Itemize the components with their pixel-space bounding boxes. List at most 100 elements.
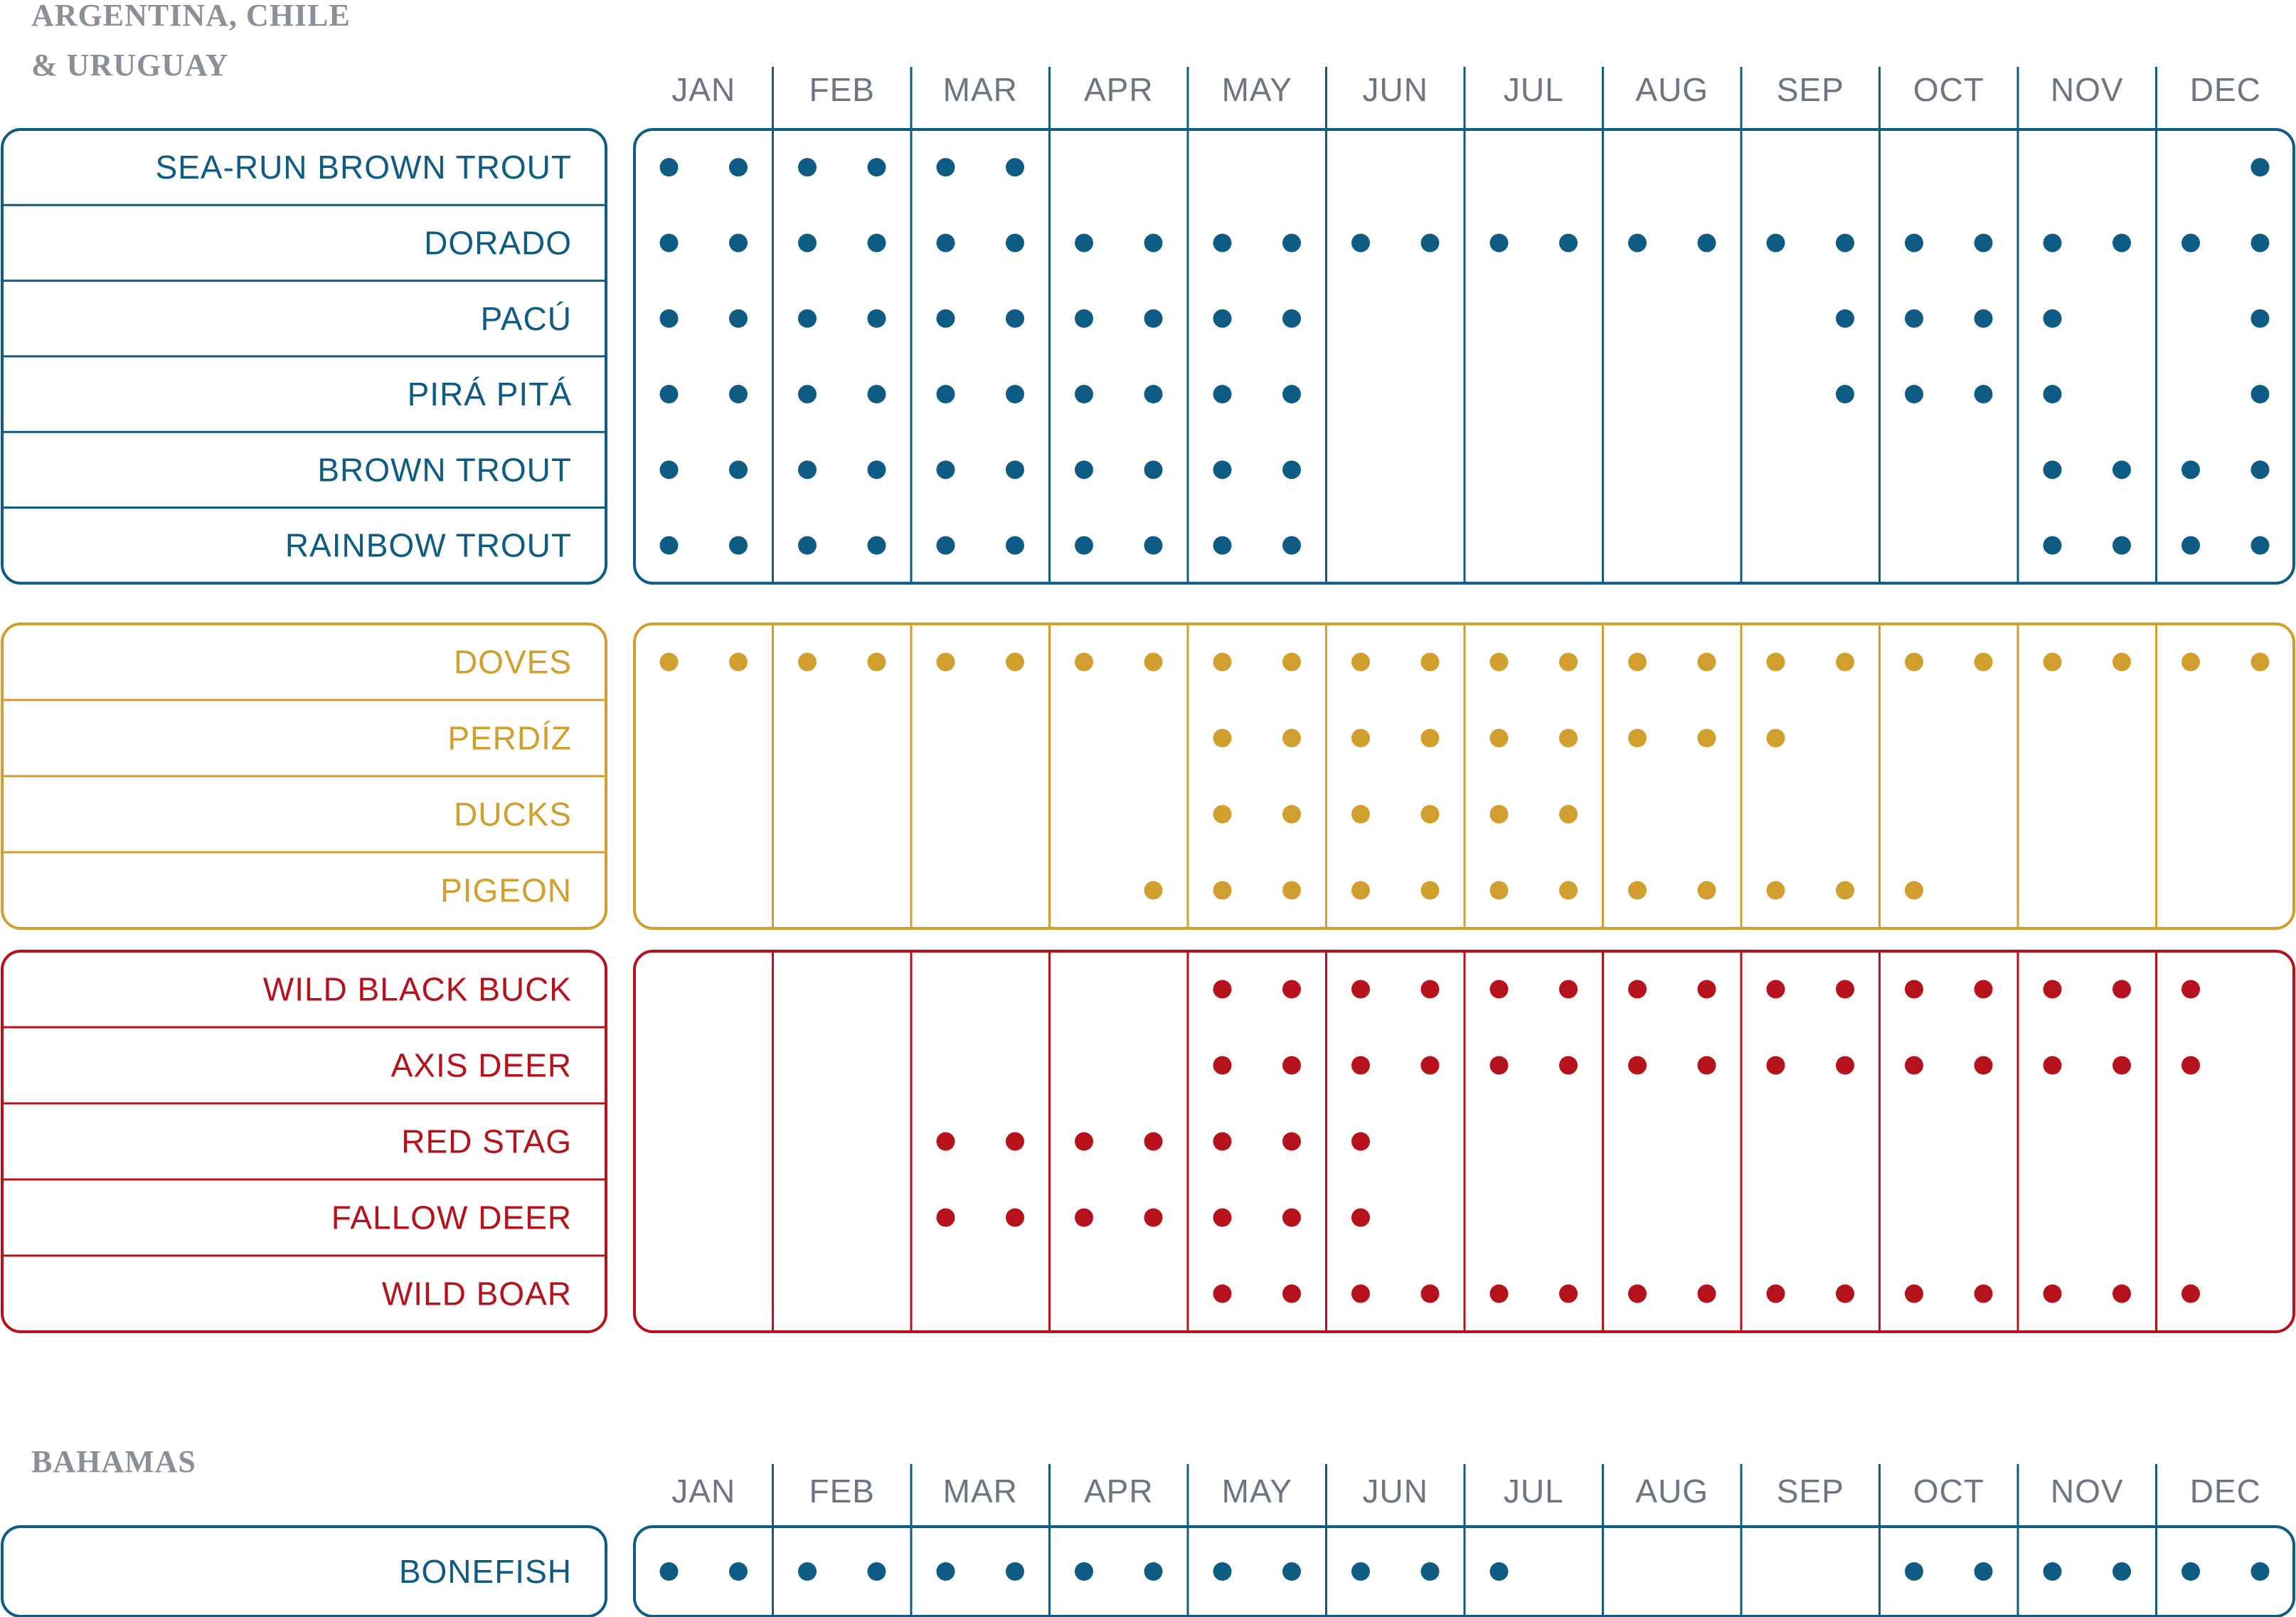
month-label: NOV (2051, 1473, 2124, 1510)
season-dot (1282, 385, 1301, 404)
season-dot (1075, 652, 1093, 672)
season-dot (1905, 1562, 1923, 1581)
month-label: AUG (1635, 71, 1708, 108)
species-label: PERDÍZ (447, 720, 572, 757)
season-dot (1006, 158, 1024, 177)
season-dot (867, 158, 886, 177)
season-dot (2250, 309, 2270, 328)
season-dot (659, 309, 679, 328)
month-label: JUN (1363, 71, 1428, 108)
season-dot (729, 536, 748, 555)
season-dot (1836, 881, 1854, 900)
label-panel (1, 1525, 607, 1617)
season-dot (2043, 536, 2062, 555)
species-group-gold: DOVES PERDÍZ DUCKS PIGEON (1, 622, 2295, 930)
season-dot (1282, 728, 1301, 748)
season-dot (1905, 652, 1923, 672)
season-dot (1144, 1132, 1163, 1151)
season-dot (2181, 1284, 2200, 1303)
season-dot (1697, 728, 1716, 748)
month-label: AUG (1635, 1473, 1708, 1510)
month-label: DEC (2190, 71, 2261, 108)
season-dot (1420, 652, 1440, 672)
season-dot (1213, 1562, 1232, 1581)
season-dot (936, 158, 955, 177)
season-dot (1697, 881, 1716, 900)
season-dot (1213, 460, 1232, 479)
species-row: PACÚ (2, 280, 2270, 337)
season-dot (1213, 536, 1232, 555)
season-dot (1766, 881, 1785, 900)
season-dot (1836, 1056, 1854, 1075)
month-label: OCT (1913, 1473, 1984, 1510)
season-dot (1905, 233, 1923, 253)
chart-section-1: ARGENTINA, CHILE & URUGUAY JAN FEB MAR APR MAY… (1, 0, 2295, 1333)
season-dot (1144, 1562, 1163, 1581)
season-dot (1006, 652, 1024, 672)
season-dot (2043, 1284, 2062, 1303)
season-dot (1351, 980, 1370, 999)
season-dot (2043, 1562, 2062, 1581)
species-group-red: WILD BLACK BUCK AXIS DEER RED STAG FALLOW D… (1, 950, 2295, 1333)
species-label: DOVES (454, 644, 572, 681)
season-dot (1006, 1208, 1024, 1227)
season-dot (1282, 1562, 1301, 1581)
species-label: RAINBOW TROUT (285, 527, 572, 564)
season-dot (1489, 805, 1509, 824)
season-dot (1351, 1132, 1370, 1151)
season-dot (936, 1562, 955, 1581)
season-dot (2250, 536, 2270, 555)
season-dot (1836, 980, 1854, 999)
season-dot (1628, 1056, 1647, 1075)
season-dot (2181, 1056, 2200, 1075)
season-dot (1213, 1208, 1232, 1227)
species-label: AXIS DEER (391, 1047, 572, 1084)
season-dot (1006, 1132, 1024, 1151)
season-dot (1420, 1056, 1440, 1075)
season-dot (2250, 385, 2270, 404)
season-dot (1351, 233, 1370, 253)
chart-section-2: BAHAMAS JAN FEB MAR APR MAY JUN JUL AUG SEP OCT NOV… (1, 1444, 2295, 1617)
species-group-blue: BONEFISH (1, 1525, 2295, 1617)
season-dot (729, 158, 748, 177)
season-dot (2043, 309, 2062, 328)
season-dot (1974, 385, 1993, 404)
region-title-line: & URUGUAY (31, 48, 229, 83)
month-label: APR (1084, 71, 1154, 108)
season-dot (1282, 309, 1301, 328)
species-row: AXIS DEER (2, 1026, 2200, 1084)
season-dot (1489, 652, 1509, 672)
species-row: PERDÍZ (2, 699, 1785, 757)
season-dot (1351, 652, 1370, 672)
season-dot (1836, 233, 1854, 253)
season-dot (1836, 652, 1854, 672)
season-dot (798, 309, 817, 328)
species-label: PACÚ (481, 300, 572, 337)
season-dot (729, 233, 748, 253)
species-row: WILD BLACK BUCK (263, 971, 2200, 1008)
month-label: SEP (1777, 1473, 1844, 1510)
season-dot (1905, 385, 1923, 404)
month-label: FEB (809, 1473, 875, 1510)
season-dot (1489, 980, 1509, 999)
species-row: DOVES (454, 644, 2270, 681)
season-dot (659, 1562, 679, 1581)
season-dot (1420, 1284, 1440, 1303)
season-dot (1905, 1056, 1923, 1075)
season-dot (1351, 1208, 1370, 1227)
season-dot (1974, 1562, 1993, 1581)
season-dot (1351, 728, 1370, 748)
species-label: WILD BOAR (382, 1276, 572, 1313)
season-dot (2112, 233, 2131, 253)
season-dot (867, 385, 886, 404)
season-dot (1144, 233, 1163, 253)
season-dot (936, 1132, 955, 1151)
season-dot (2112, 652, 2131, 672)
season-dot (1489, 1056, 1509, 1075)
season-dot (1006, 460, 1024, 479)
season-dot (1974, 309, 1993, 328)
season-dot (2112, 1284, 2131, 1303)
season-dot (1974, 980, 1993, 999)
season-dot (1420, 233, 1440, 253)
species-row: PIRÁ PITÁ (2, 355, 2270, 413)
